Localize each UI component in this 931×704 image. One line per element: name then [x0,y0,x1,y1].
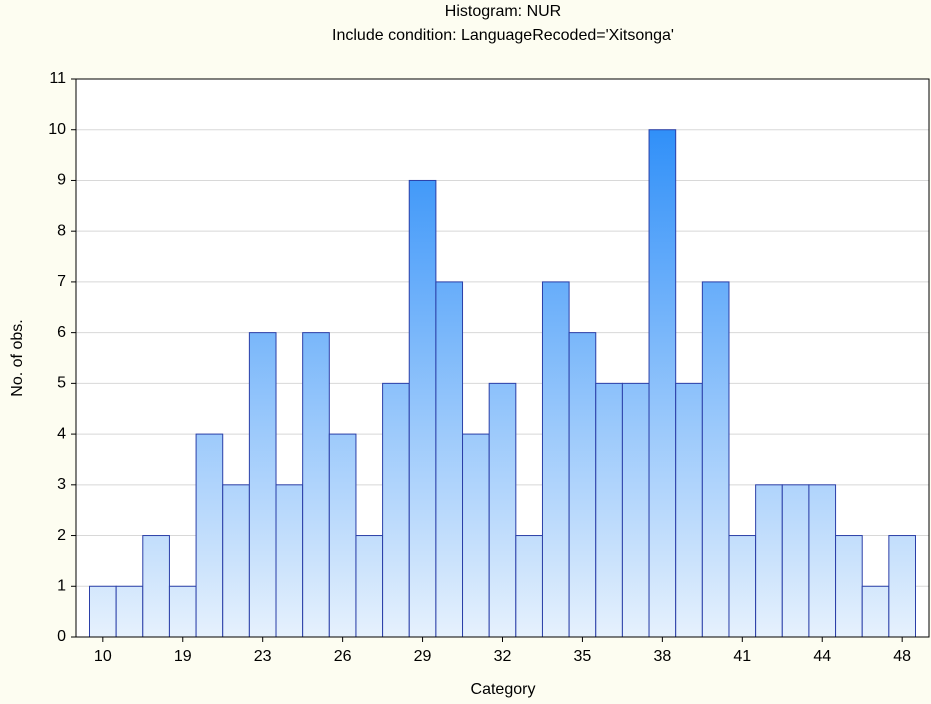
bar [701,281,730,638]
bar [195,433,224,638]
bar [781,484,810,638]
bar [621,382,650,638]
x-tick-label: 35 [574,648,592,665]
bar [488,382,517,638]
bar [328,433,357,638]
bar [168,585,197,638]
bar [648,129,677,638]
y-tick-label: 10 [48,121,66,138]
x-tick-label: 29 [414,648,432,665]
bar [222,484,250,638]
chart-title: Histogram: NUR [445,3,561,20]
x-tick-label: 19 [174,648,192,665]
bar [835,535,863,638]
bar [595,382,623,638]
x-axis-label: Category [471,681,536,698]
bar [115,585,144,638]
bar [435,281,464,638]
y-tick-label: 8 [57,222,66,239]
bar [568,332,597,638]
bar [408,179,437,638]
bar [355,535,384,638]
bar [515,535,543,638]
y-tick-label: 5 [57,375,66,392]
chart-subtitle: Include condition: LanguageRecoded='Xits… [332,27,674,44]
bar [302,332,330,638]
y-tick-label: 2 [57,527,66,544]
bar [275,484,304,638]
bar [888,535,917,638]
bar [728,535,757,638]
x-tick-label: 10 [94,648,112,665]
y-tick-label: 0 [57,628,66,645]
bar [89,585,117,638]
x-tick-label: 38 [653,648,671,665]
y-tick-label: 1 [57,577,66,594]
bar [382,382,410,638]
x-tick-label: 41 [733,648,751,665]
bar [462,433,490,638]
bar [675,382,703,638]
x-tick-label: 26 [334,648,352,665]
y-axis-label: No. of obs. [9,319,26,396]
y-tick-label: 7 [57,273,66,290]
x-tick-label: 44 [813,648,831,665]
bar [541,281,570,638]
bar [861,585,890,638]
y-tick-label: 6 [57,324,66,341]
y-tick-label: 11 [49,70,66,87]
bar [808,484,837,638]
y-tick-label: 9 [57,172,66,189]
plot-layer [76,78,929,638]
x-tick-label: 48 [893,648,911,665]
bar [248,332,277,638]
bar [755,484,783,638]
y-tick-label: 4 [57,425,66,442]
bar [142,535,170,638]
x-tick-label: 23 [254,648,272,665]
y-tick-label: 3 [57,476,66,493]
x-tick-label: 32 [494,648,512,665]
